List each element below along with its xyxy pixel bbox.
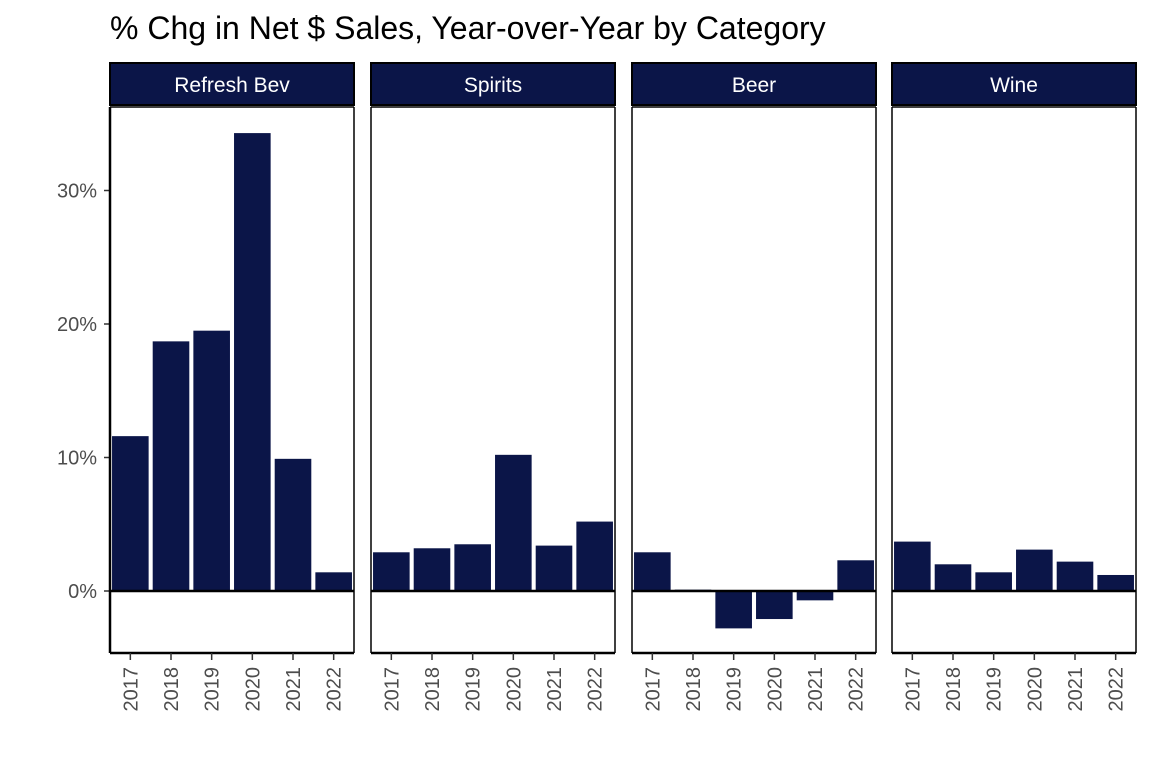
bar bbox=[234, 133, 271, 591]
bar bbox=[535, 545, 573, 591]
bar bbox=[193, 330, 230, 591]
bar bbox=[634, 552, 671, 591]
x-tick-label: 2020 bbox=[242, 667, 264, 712]
bar bbox=[756, 591, 793, 620]
x-tick-label: 2022 bbox=[1106, 667, 1128, 712]
y-tick-label: 10% bbox=[57, 448, 97, 470]
x-tick-label: 2018 bbox=[683, 667, 705, 712]
x-tick-label: 2017 bbox=[120, 667, 142, 712]
y-tick-label: 0% bbox=[68, 581, 97, 603]
y-tick-label: 30% bbox=[57, 181, 97, 203]
facet-strip-label: Wine bbox=[990, 74, 1038, 97]
x-tick-label: 2021 bbox=[544, 667, 566, 712]
x-tick-label: 2019 bbox=[463, 667, 485, 712]
x-tick-label: 2020 bbox=[503, 667, 525, 712]
bar bbox=[1097, 574, 1134, 591]
x-tick-label: 2021 bbox=[1065, 667, 1087, 712]
bar bbox=[274, 458, 312, 591]
y-tick-label: 20% bbox=[57, 314, 97, 336]
bar bbox=[1056, 561, 1094, 591]
x-tick-label: 2020 bbox=[764, 667, 786, 712]
facet-panel: Refresh Bev 2017 2018 2019 2020 2021 2022 bbox=[109, 62, 355, 712]
facet-panel: Beer 2017 2018 2019 2020 2021 2022 bbox=[631, 62, 877, 712]
bar bbox=[715, 591, 752, 629]
x-tick-label: 2019 bbox=[202, 667, 224, 712]
bar bbox=[894, 541, 931, 591]
facet-strip-label: Beer bbox=[732, 74, 776, 97]
bar bbox=[152, 341, 190, 591]
bar bbox=[975, 572, 1012, 591]
chart-title: % Chg in Net $ Sales, Year-over-Year by … bbox=[110, 10, 826, 46]
facet-strip bbox=[109, 62, 355, 106]
x-tick-label: 2019 bbox=[984, 667, 1006, 712]
facet-strip bbox=[370, 62, 616, 106]
x-tick-label: 2018 bbox=[943, 667, 965, 712]
bar bbox=[576, 521, 613, 591]
bar bbox=[934, 564, 972, 591]
x-tick-label: 2020 bbox=[1024, 667, 1046, 712]
facet-panel: Wine 2017 2018 2019 2020 2021 2022 bbox=[891, 62, 1137, 712]
x-tick-label: 2022 bbox=[324, 667, 346, 712]
x-tick-label: 2017 bbox=[902, 667, 924, 712]
facet-panel: Spirits 2017 2018 2019 2020 2021 2022 bbox=[370, 62, 616, 712]
bar bbox=[495, 454, 532, 591]
y-axis: 0% 10% 20% 30% bbox=[57, 107, 112, 653]
bar bbox=[837, 560, 874, 591]
bar bbox=[454, 544, 491, 591]
x-tick-label: 2017 bbox=[642, 667, 664, 712]
bar bbox=[1016, 549, 1053, 591]
bar bbox=[112, 436, 149, 591]
bar bbox=[373, 552, 410, 591]
facet-strip-label: Spirits bbox=[464, 74, 522, 97]
x-tick-label: 2022 bbox=[846, 667, 868, 712]
x-tick-label: 2021 bbox=[805, 667, 827, 712]
facet-strip bbox=[891, 62, 1137, 106]
facet-strip-label: Refresh Bev bbox=[174, 74, 290, 97]
x-tick-label: 2021 bbox=[283, 667, 305, 712]
bar bbox=[796, 591, 834, 601]
x-tick-label: 2018 bbox=[161, 667, 183, 712]
x-tick-label: 2022 bbox=[585, 667, 607, 712]
x-tick-label: 2019 bbox=[724, 667, 746, 712]
facet-strip bbox=[631, 62, 877, 106]
bar bbox=[315, 572, 352, 591]
x-tick-label: 2017 bbox=[381, 667, 403, 712]
x-tick-label: 2018 bbox=[422, 667, 444, 712]
bar bbox=[413, 548, 451, 591]
